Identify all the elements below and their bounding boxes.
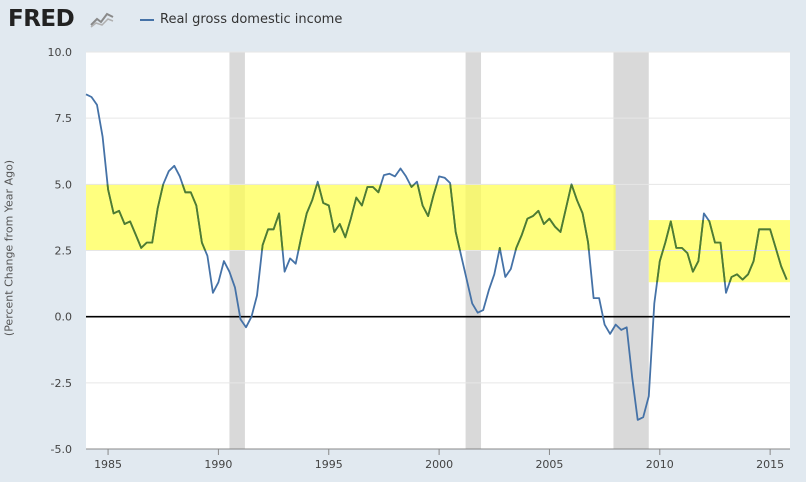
series-group xyxy=(85,93,788,421)
chart-legend: Real gross domestic income xyxy=(140,12,342,27)
y-tick-label-2: 0.0 xyxy=(55,311,73,324)
y-tick-label-5: 7.5 xyxy=(55,112,73,125)
y-axis-ticks: -5.0 -2.5 0.0 2.5 5.0 7.5 10.0 xyxy=(48,46,73,456)
series-line-in-band-1 xyxy=(656,220,788,283)
y-tick-label-3: 2.5 xyxy=(55,245,73,258)
x-tick-label-5: 2010 xyxy=(646,458,674,471)
y-tick-label-1: -2.5 xyxy=(51,377,72,390)
fred-logo[interactable]: FRED xyxy=(8,6,75,32)
x-tick-label-2: 1995 xyxy=(315,458,343,471)
x-tick-label-3: 2000 xyxy=(425,458,453,471)
x-tick-label-1: 1990 xyxy=(204,458,232,471)
x-tick-label-6: 2015 xyxy=(756,458,784,471)
y-tick-label-4: 5.0 xyxy=(55,178,73,191)
x-axis-ticks: 1985 1990 1995 2000 2005 2010 2015 xyxy=(86,448,790,471)
x-tick-label-4: 2005 xyxy=(535,458,563,471)
fred-graph-icon xyxy=(90,10,114,28)
y-tick-label-0: -5.0 xyxy=(51,443,72,456)
series-line-in-band-0 xyxy=(106,184,590,251)
y-tick-label-6: 10.0 xyxy=(48,46,73,59)
legend-swatch xyxy=(140,18,154,21)
legend-label: Real gross domestic income xyxy=(160,12,343,27)
x-tick-label-0: 1985 xyxy=(94,458,122,471)
